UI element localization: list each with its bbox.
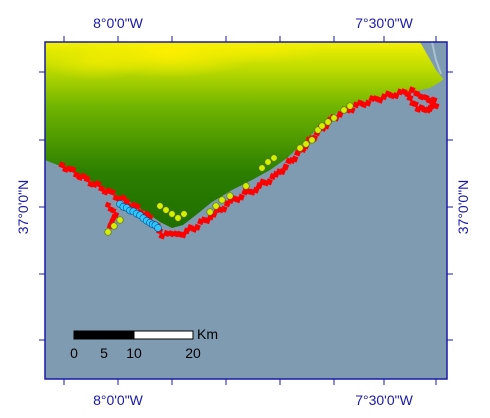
graticule-ticks — [39, 36, 453, 385]
map-point — [302, 140, 310, 148]
map-point — [270, 154, 278, 162]
map-point — [413, 90, 421, 98]
map-point — [110, 213, 118, 221]
map-point — [220, 205, 228, 213]
land-area — [45, 42, 447, 228]
map-point — [252, 186, 260, 194]
map-point — [180, 210, 188, 218]
map-point — [430, 96, 438, 104]
map-point — [116, 216, 124, 224]
highland — [200, 42, 320, 64]
map-point — [94, 180, 102, 188]
map-point — [69, 166, 77, 174]
map-point — [308, 136, 316, 144]
points-yellow-series — [104, 102, 354, 236]
map-point — [206, 208, 214, 216]
lon-label-top-east: 7°30'0"W — [355, 15, 413, 31]
points-cyan-series — [116, 200, 162, 232]
scale-bar-tick-label: 10 — [126, 345, 142, 361]
map-point — [364, 99, 372, 107]
map-point — [108, 188, 116, 196]
lat-label-right: 37°0'0"N — [455, 180, 471, 235]
scale-bar-unit: Km — [197, 326, 218, 342]
map-point — [104, 228, 112, 236]
map-point — [154, 224, 162, 232]
map-point — [193, 223, 201, 231]
map-point — [110, 222, 118, 230]
lon-label-bottom-east: 7°30'0"W — [355, 392, 413, 408]
map-point — [237, 193, 245, 201]
map-point — [296, 144, 304, 152]
map-point — [408, 86, 416, 94]
map-point — [330, 114, 338, 122]
scale-bar-tick-label: 0 — [70, 345, 78, 361]
map-point — [318, 122, 326, 130]
map-point — [406, 94, 414, 102]
lat-label-left: 37°0'0"N — [15, 180, 31, 235]
map-point — [428, 102, 436, 110]
map-point — [278, 168, 286, 176]
map-point — [291, 155, 299, 163]
highland — [45, 44, 150, 80]
map-point — [242, 182, 250, 190]
map-point — [282, 163, 290, 171]
map-frame — [44, 41, 448, 380]
lon-label-top-west: 8°0'0"W — [93, 15, 144, 31]
scale-bar-tick-label: 5 — [100, 345, 108, 361]
map-point — [168, 210, 176, 218]
map-point — [346, 102, 354, 110]
scale-bar-segment-white — [133, 330, 194, 340]
river-estuary — [431, 42, 442, 75]
map-point — [156, 202, 164, 210]
map-point — [265, 178, 273, 186]
scale-bar-segment-black — [73, 330, 135, 340]
map-point — [83, 175, 91, 183]
map-point — [340, 106, 348, 114]
map-point — [179, 231, 187, 239]
map-point — [264, 158, 272, 166]
map-point — [324, 118, 332, 126]
scale-bar: Km 0 5 10 20 — [70, 326, 218, 361]
map-point — [411, 100, 419, 108]
scale-bar-tick-label: 20 — [185, 345, 201, 361]
map-point — [218, 196, 226, 204]
map-point — [212, 202, 220, 210]
map-point — [174, 214, 182, 222]
map-point — [162, 206, 170, 214]
lon-label-bottom-west: 8°0'0"W — [93, 392, 144, 408]
map-point — [258, 164, 266, 172]
map-point — [226, 192, 234, 200]
